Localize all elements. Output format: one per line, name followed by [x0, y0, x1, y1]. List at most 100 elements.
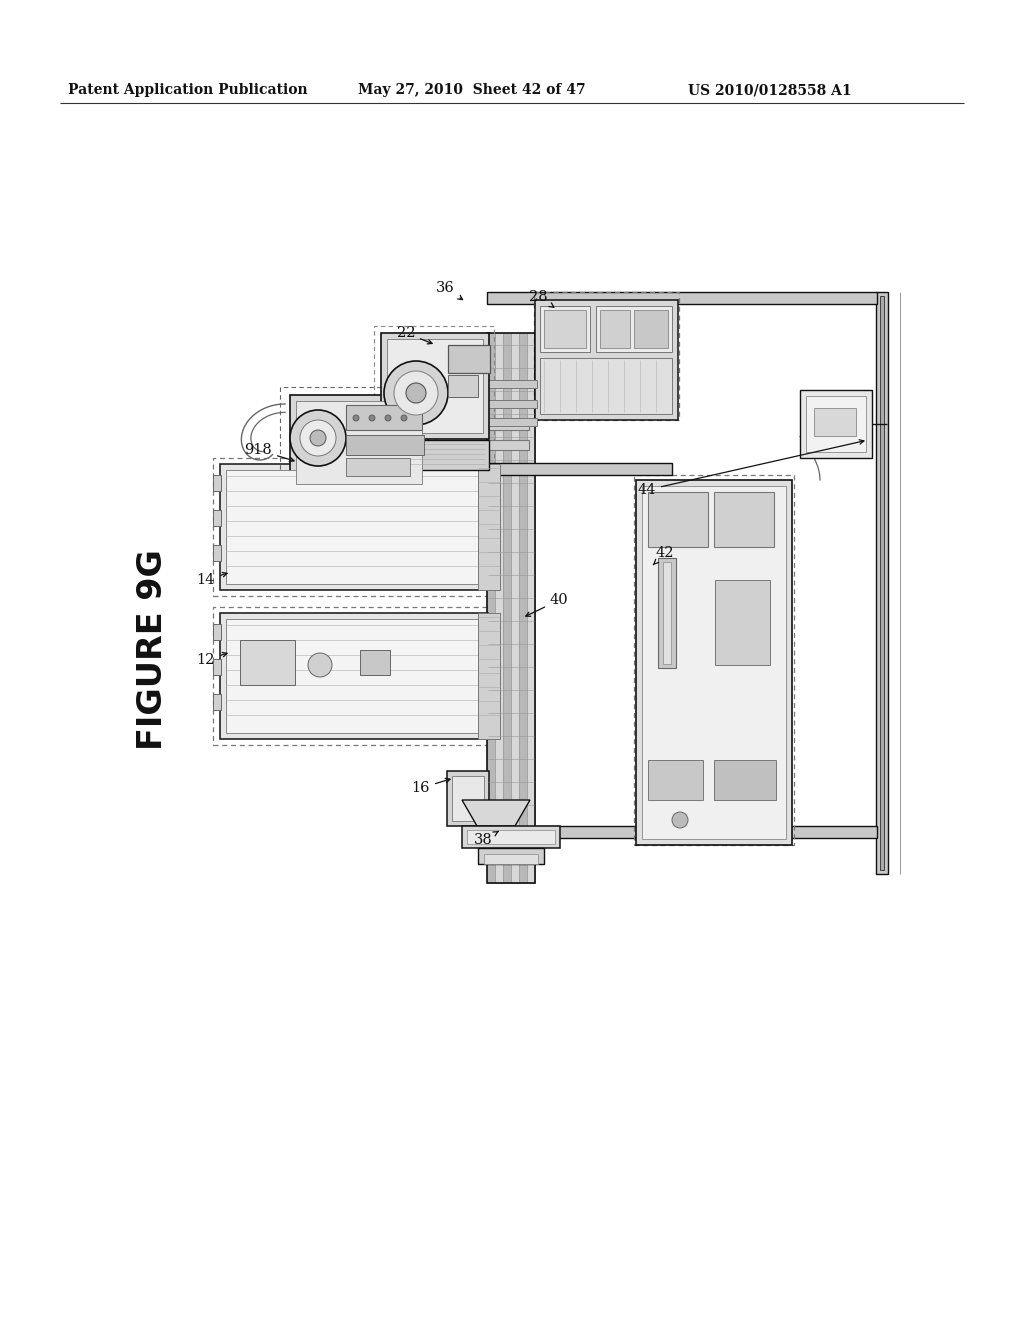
Bar — [880, 296, 884, 870]
Circle shape — [369, 414, 375, 421]
Bar — [714, 492, 774, 546]
Bar — [487, 333, 495, 883]
Bar — [213, 624, 221, 640]
Bar — [642, 486, 786, 840]
Bar — [487, 463, 672, 475]
Bar — [596, 306, 672, 352]
Bar — [478, 847, 544, 865]
Bar — [540, 358, 672, 414]
Bar — [381, 333, 489, 440]
Bar — [503, 333, 511, 883]
Bar — [226, 619, 482, 733]
Bar — [452, 776, 484, 821]
Bar — [387, 339, 483, 433]
Bar — [544, 310, 586, 348]
Bar — [220, 465, 488, 590]
Circle shape — [353, 414, 359, 421]
Bar — [213, 545, 221, 561]
Bar — [449, 375, 478, 397]
Bar — [489, 440, 529, 450]
Bar — [346, 458, 410, 477]
Text: 44: 44 — [638, 440, 864, 498]
Circle shape — [672, 812, 688, 828]
Bar — [487, 292, 877, 304]
Text: 40: 40 — [525, 593, 568, 616]
Text: 14: 14 — [197, 573, 227, 587]
Circle shape — [310, 430, 326, 446]
Text: 16: 16 — [412, 779, 450, 795]
Text: 38: 38 — [474, 832, 499, 847]
Bar — [495, 333, 503, 883]
Circle shape — [406, 383, 426, 403]
Bar — [648, 492, 708, 546]
Bar — [280, 387, 435, 498]
Circle shape — [300, 420, 336, 455]
Bar — [447, 771, 489, 826]
Bar — [876, 292, 888, 874]
Text: FIGURE 9G: FIGURE 9G — [135, 549, 169, 751]
Bar — [634, 310, 668, 348]
Bar — [519, 333, 527, 883]
Circle shape — [385, 414, 391, 421]
Text: US 2010/0128558 A1: US 2010/0128558 A1 — [688, 83, 852, 96]
Bar — [636, 480, 792, 845]
Text: 22: 22 — [396, 326, 432, 345]
Bar — [489, 420, 529, 430]
Circle shape — [308, 653, 332, 677]
Bar — [213, 475, 221, 491]
Bar — [663, 562, 671, 664]
Bar — [381, 440, 489, 470]
Bar — [600, 310, 630, 348]
Text: Patent Application Publication: Patent Application Publication — [68, 83, 307, 96]
Bar — [715, 579, 770, 665]
Text: 42: 42 — [653, 546, 675, 565]
Text: May 27, 2010  Sheet 42 of 47: May 27, 2010 Sheet 42 of 47 — [358, 83, 586, 96]
Bar — [240, 640, 295, 685]
Bar — [374, 326, 494, 478]
Circle shape — [394, 371, 438, 414]
Bar — [535, 300, 678, 420]
Bar — [213, 510, 221, 525]
Bar — [487, 826, 877, 838]
Bar — [487, 380, 537, 388]
Text: 12: 12 — [197, 652, 227, 667]
Bar — [346, 436, 424, 455]
Bar — [487, 333, 535, 883]
Text: 36: 36 — [436, 281, 463, 300]
Bar — [226, 470, 482, 583]
Bar — [658, 558, 676, 668]
Bar — [484, 854, 538, 865]
Bar — [478, 465, 500, 590]
Bar — [714, 760, 776, 800]
Circle shape — [290, 411, 346, 466]
Bar — [648, 760, 703, 800]
Bar — [346, 405, 422, 430]
Bar — [487, 400, 537, 408]
Bar — [290, 395, 428, 490]
Text: 918: 918 — [245, 444, 294, 462]
Bar — [213, 607, 490, 744]
Bar — [534, 292, 679, 420]
Bar — [213, 659, 221, 675]
Text: 28: 28 — [529, 290, 554, 308]
Bar — [213, 694, 221, 710]
Circle shape — [384, 360, 449, 425]
Bar — [814, 408, 856, 436]
Bar — [213, 458, 490, 597]
Bar — [467, 830, 555, 843]
Circle shape — [401, 414, 407, 421]
Bar — [487, 418, 537, 426]
Bar — [449, 345, 490, 374]
Bar — [800, 389, 872, 458]
Bar — [527, 333, 535, 883]
Bar — [478, 612, 500, 739]
Bar — [511, 333, 519, 883]
Polygon shape — [462, 800, 530, 826]
Bar — [540, 306, 590, 352]
Bar — [360, 649, 390, 675]
Bar — [220, 612, 488, 739]
Bar — [634, 475, 794, 845]
Bar — [462, 826, 560, 847]
Bar — [806, 396, 866, 451]
Bar — [296, 401, 422, 484]
